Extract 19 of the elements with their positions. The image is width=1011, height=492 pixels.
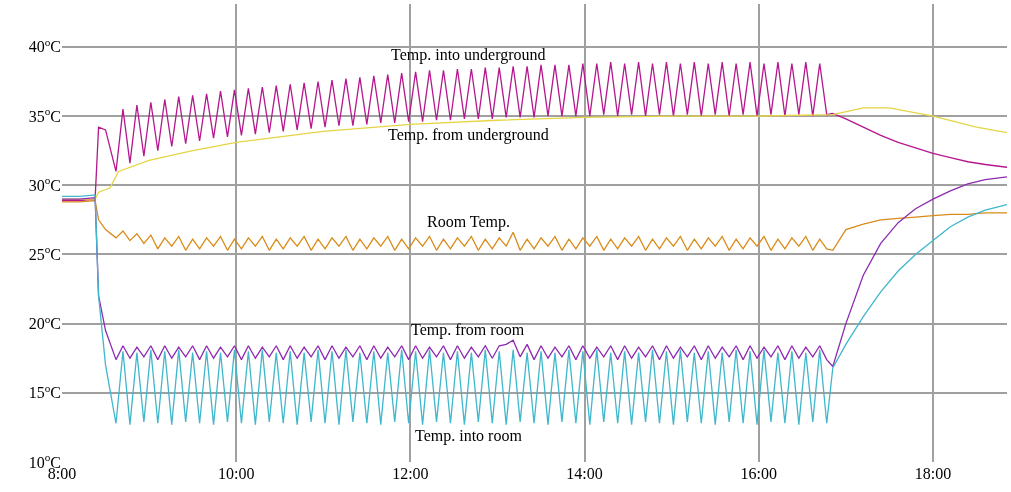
series-label: Temp. from room (411, 321, 525, 339)
series-label: Temp. from underground (388, 126, 549, 144)
line-series (62, 194, 1007, 426)
y-tick-label: 15$^{o}$C (28, 381, 61, 402)
x-tick-label: 14:00 (566, 465, 603, 482)
x-tick-label: 10:00 (217, 465, 255, 482)
line-series (62, 176, 1007, 368)
series-label: Temp. into underground (391, 46, 546, 64)
y-tick-label: 35$^{o}$C (28, 104, 61, 125)
y-tick-label: 25$^{o}$C (28, 243, 61, 264)
x-tick-label: 12:00 (392, 465, 429, 482)
y-tick-label: 40$^{o}$C (28, 35, 61, 56)
y-tick-label: 20$^{o}$C (28, 312, 61, 333)
line-series (62, 199, 1007, 251)
series-label: Temp. into room (415, 427, 523, 445)
x-tick-label: 16:00 (740, 465, 777, 482)
y-tick-label: 30$^{o}$C (28, 174, 61, 194)
series-label: Room Temp. (427, 213, 511, 231)
x-tick-label: 18:00 (914, 465, 952, 482)
